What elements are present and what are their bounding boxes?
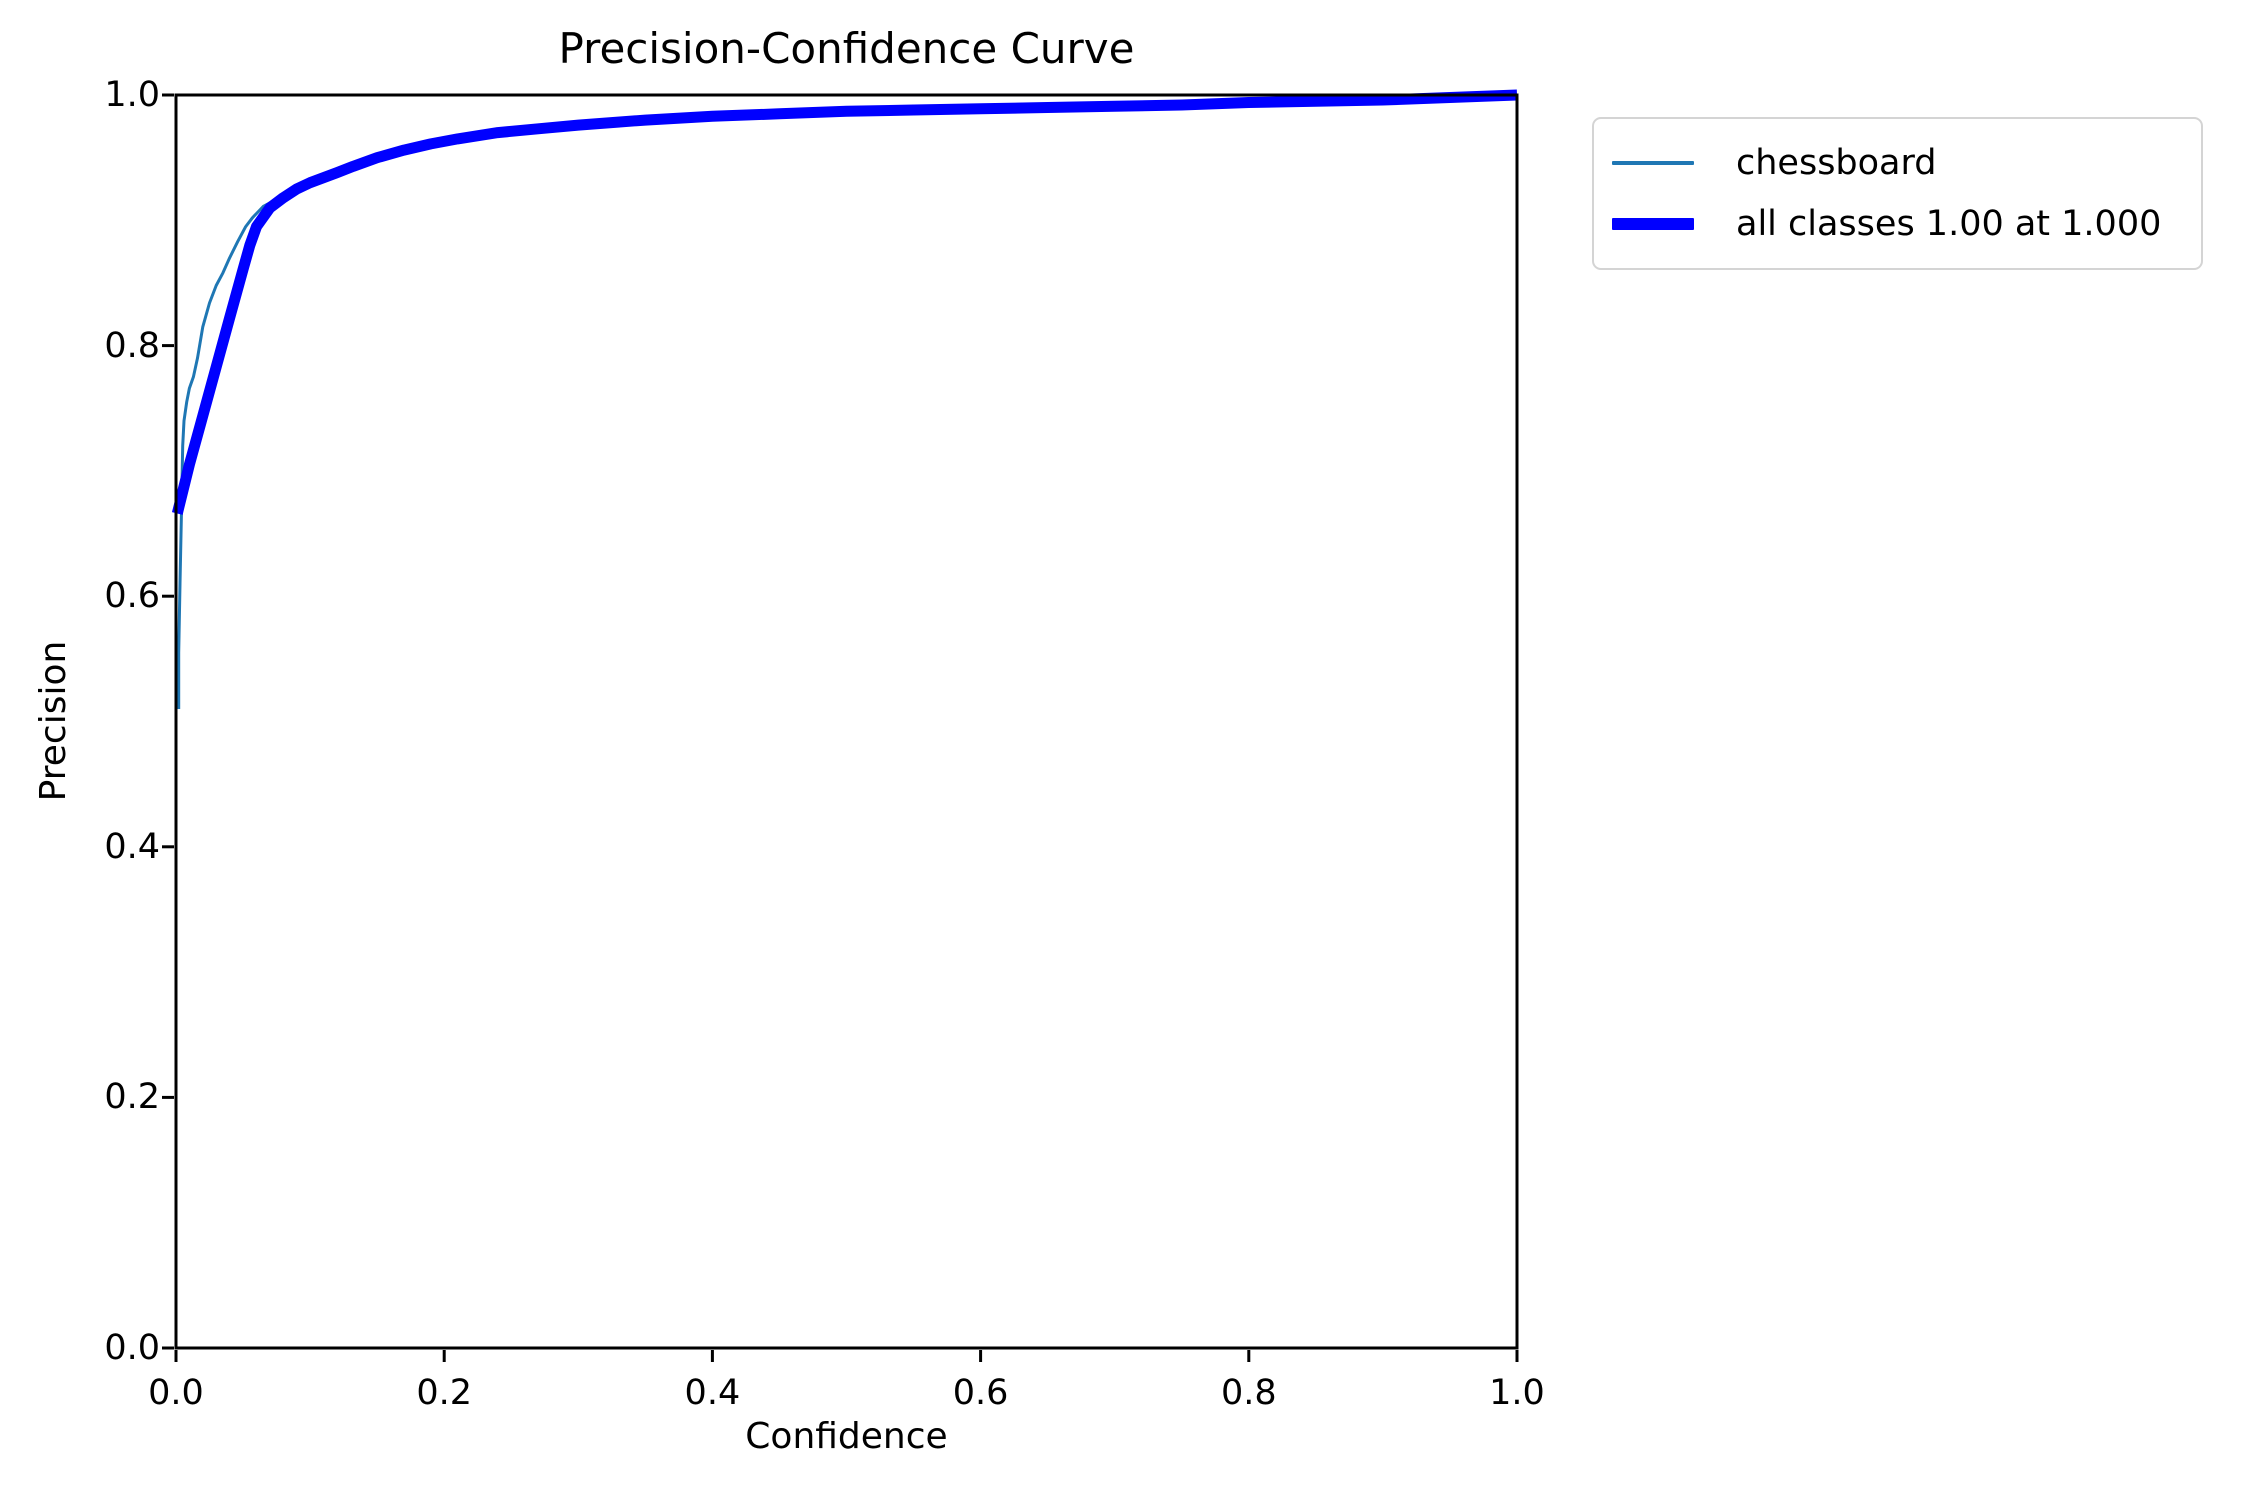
axis-tick-marks <box>162 93 1519 1362</box>
y-tick-label: 1.0 <box>104 75 160 115</box>
y-tick-label: 0.4 <box>104 827 160 867</box>
legend-entry-chessboard: chessboard <box>1612 141 2183 185</box>
y-axis-label: Precision <box>33 640 74 802</box>
legend-line-sample-chessboard <box>1612 161 1694 166</box>
series-line-chessboard <box>177 93 1518 709</box>
plot-border-spines <box>174 93 1519 1350</box>
y-tick-label: 0.8 <box>104 326 160 366</box>
legend-line-sample-all-classes <box>1612 217 1694 230</box>
y-tick-label: 0.0 <box>104 1328 160 1368</box>
chart-title: Precision-Confidence Curve <box>558 24 1135 73</box>
y-tick-label: 0.6 <box>104 576 160 616</box>
x-axis-label: Confidence <box>745 1416 948 1457</box>
legend-label-all-classes: all classes 1.00 at 1.000 <box>1736 203 2162 244</box>
legend-label-chessboard: chessboard <box>1736 143 1937 184</box>
legend: chessboard all classes 1.00 at 1.000 <box>1592 117 2203 270</box>
y-tick-label: 0.2 <box>104 1077 160 1117</box>
legend-entry-all-classes: all classes 1.00 at 1.000 <box>1612 202 2183 246</box>
series-line-all-classes <box>171 89 1518 515</box>
